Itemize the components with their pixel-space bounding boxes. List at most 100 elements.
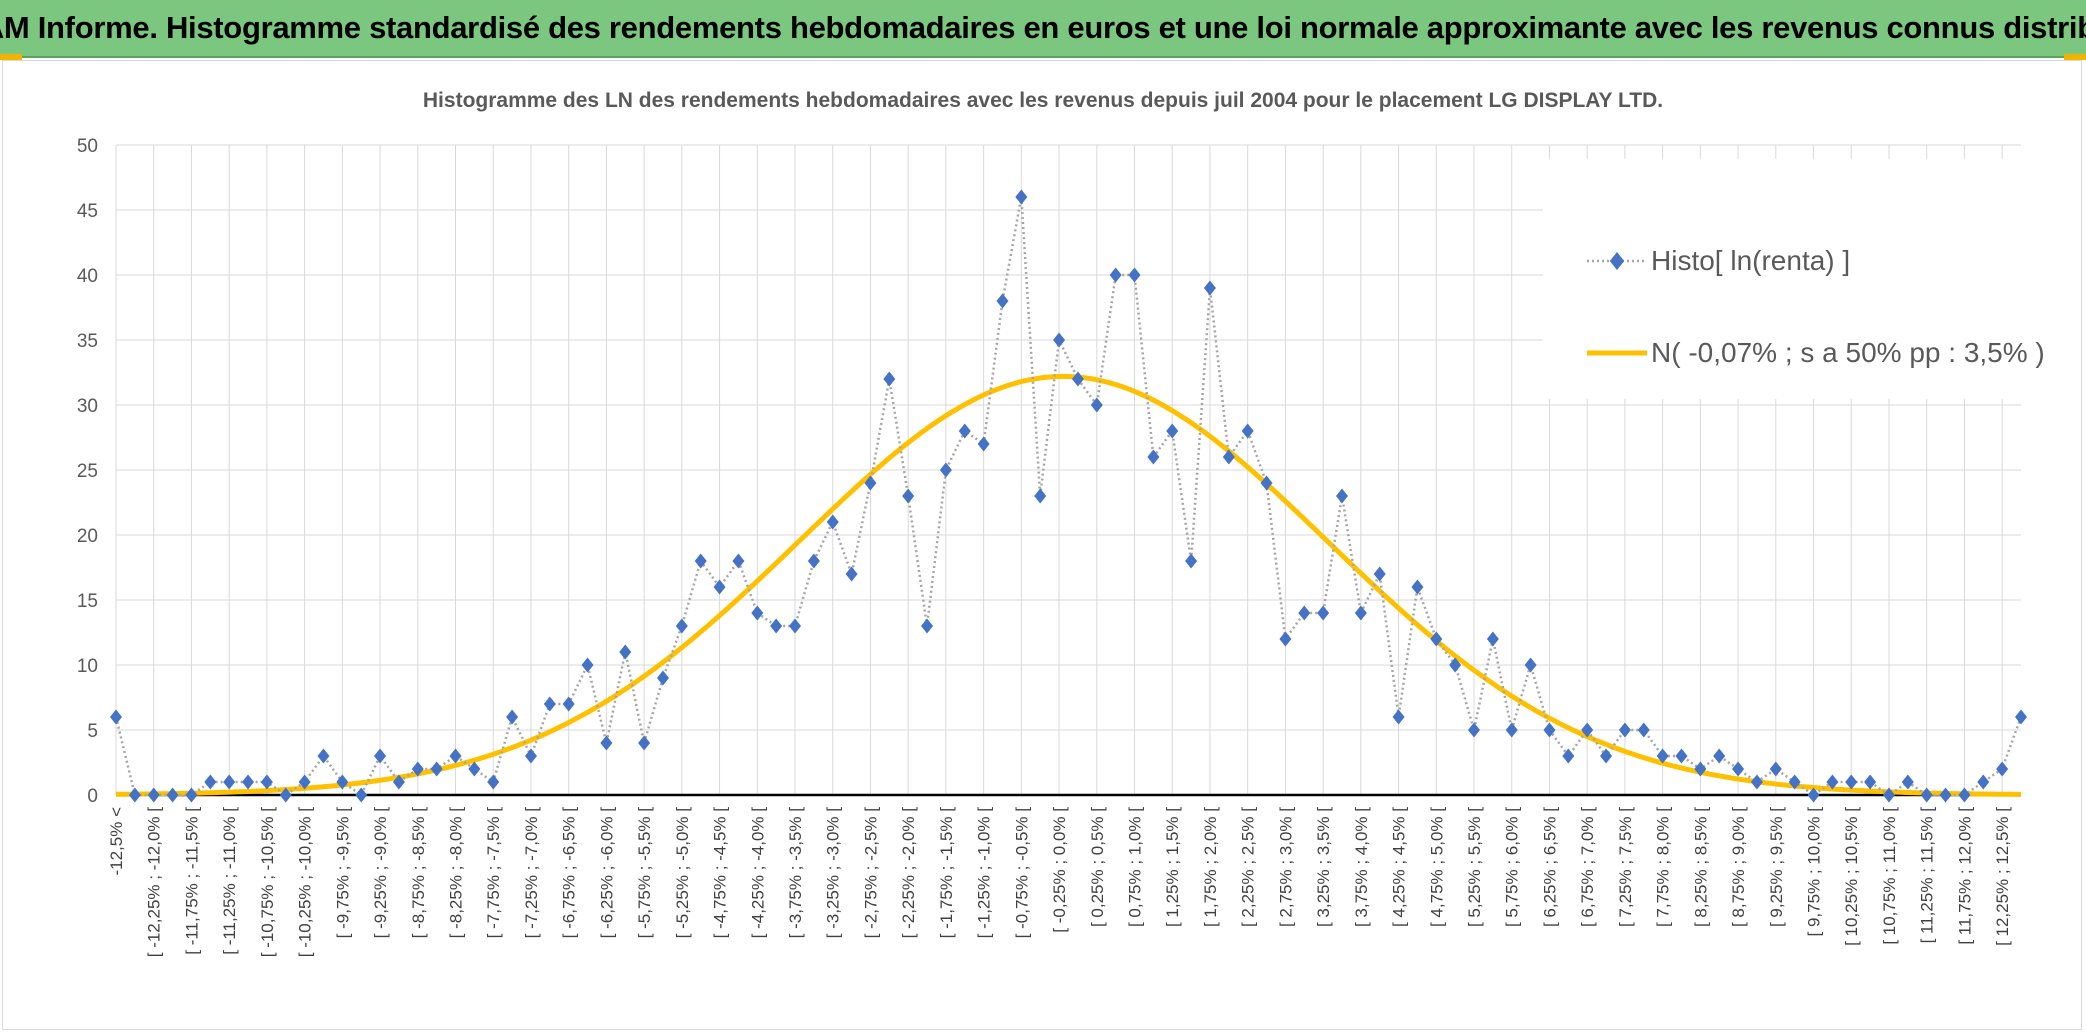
histogram-point [1411, 579, 1424, 595]
x-tick-label: [ 2,25% ; 2,5% [ [1239, 807, 1258, 927]
x-tick-label: [ 0,75% ; 1,0% [ [1126, 807, 1145, 927]
histogram-point [1468, 722, 1481, 738]
histogram-point [110, 709, 122, 725]
histogram-point [675, 618, 688, 634]
chart-title: Histogramme des LN des rendements hebdom… [423, 89, 1663, 112]
histogram-point [1053, 332, 1066, 348]
histogram-point [902, 488, 915, 504]
histogram-point [958, 423, 971, 439]
histogram-point [807, 553, 820, 569]
x-tick-label: [ 10,25% ; 10,5% [ [1842, 807, 1861, 946]
y-tick-label: 0 [87, 786, 98, 807]
histogram-point [1109, 267, 1122, 283]
x-tick-label: [ -10,75% ; -10,5% [ [258, 807, 277, 958]
histogram-point [1732, 761, 1745, 777]
x-tick-label: [ -1,75% ; -1,5% [ [937, 807, 956, 939]
histogram-point [1977, 774, 1990, 790]
histogram-point [581, 657, 594, 673]
histogram-point [977, 436, 990, 452]
x-tick-label: [ 5,75% ; 6,0% [ [1503, 807, 1522, 927]
x-tick-label: [ 9,25% ; 9,5% [ [1767, 807, 1786, 927]
histogram-point [1581, 722, 1594, 738]
normal-curve-line [116, 373, 2021, 797]
x-tick-label: [ 1,25% ; 1,5% [ [1163, 807, 1182, 927]
histogram-point [996, 293, 1009, 309]
legend-histogram-label: Histo[ ln(renta) ] [1651, 245, 1850, 276]
histogram-point [600, 735, 613, 751]
histogram-point [1015, 189, 1028, 205]
legend-normal-label: N( -0,07% ; s a 50% pp : 3,5% ) [1651, 337, 2045, 368]
histogram-point [770, 618, 783, 634]
histogram-point [204, 774, 217, 790]
x-tick-label: [ 0,25% ; 0,5% [ [1088, 807, 1107, 927]
x-tick-label: [ -2,25% ; -2,0% [ [899, 807, 918, 939]
histogram-point [298, 774, 311, 790]
histogram-point [1939, 787, 1952, 803]
x-tick-label: [ 1,75% ; 2,0% [ [1201, 807, 1220, 927]
histogram-point [656, 670, 669, 686]
histogram-point [468, 761, 481, 777]
x-tick-label: [ -5,75% ; -5,5% [ [635, 807, 654, 939]
x-tick-label: [ -7,25% ; -7,0% [ [522, 807, 541, 939]
histogram-point [1807, 787, 1820, 803]
x-tick-label: [ -9,25% ; -9,0% [ [371, 807, 390, 939]
x-tick-label: [ -11,75% ; -11,5% [ [182, 807, 201, 955]
histogram-point [921, 618, 934, 634]
histogram-point [543, 696, 556, 712]
histogram-point [411, 761, 424, 777]
report-header: ADAM Informe. Histogramme standardisé de… [0, 0, 2086, 58]
x-tick-label: [ 4,25% ; 4,5% [ [1390, 807, 1409, 927]
histogram-point [1354, 605, 1367, 621]
histogram-point [1845, 774, 1858, 790]
histogram-point [1071, 371, 1084, 387]
histogram-point [1185, 553, 1198, 569]
x-tick-label: [ 6,75% ; 7,0% [ [1578, 807, 1597, 927]
y-tick-label: 5 [87, 721, 98, 742]
histogram-point [1562, 748, 1575, 764]
histogram-point [1147, 449, 1160, 465]
x-tick-label: [ -1,25% ; -1,0% [ [975, 807, 994, 939]
histogram-point [1920, 787, 1933, 803]
histogram-point [1430, 631, 1443, 647]
histogram-point [487, 774, 500, 790]
x-tick-label: [ 4,75% ; 5,0% [ [1427, 807, 1446, 927]
x-tick-label: [ -11,25% ; -11,0% [ [220, 807, 239, 955]
histogram-point [223, 774, 236, 790]
x-tick-label: [ 12,25% ; 12,5% [ [1993, 807, 2012, 946]
histogram-point [430, 761, 443, 777]
histogram-point [789, 618, 802, 634]
y-tick-label: 10 [77, 656, 98, 677]
histogram-point [826, 514, 839, 530]
histogram-point [939, 462, 952, 478]
x-tick-label: [ 11,25% ; 11,5% [ [1918, 807, 1937, 944]
y-tick-label: 35 [77, 331, 98, 352]
histogram-point [1260, 475, 1273, 491]
x-tick-label: [ 6,25% ; 6,5% [ [1540, 807, 1559, 927]
histogram-point [1128, 267, 1141, 283]
histogram-point [1864, 774, 1877, 790]
histogram-point [1449, 657, 1462, 673]
y-tick-label: 45 [77, 201, 98, 222]
histogram-point [2015, 709, 2027, 725]
histogram-point [1826, 774, 1839, 790]
histogram-point [506, 709, 519, 725]
x-tick-label: [ -10,25% ; -10,0% [ [296, 807, 315, 958]
histogram-point [524, 748, 537, 764]
histogram-point [1656, 748, 1669, 764]
histogram-point [1788, 774, 1801, 790]
histogram-point [1637, 722, 1650, 738]
x-tick-label: [ -8,75% ; -8,5% [ [409, 807, 428, 939]
x-tick-label: [ -4,25% ; -4,0% [ [748, 807, 767, 939]
y-tick-label: 30 [77, 396, 98, 417]
histogram-point [1713, 748, 1726, 764]
histogram-point [1505, 722, 1518, 738]
histogram-point [317, 748, 330, 764]
histogram-point [845, 566, 858, 582]
histogram-point [374, 748, 387, 764]
histogram-point [1203, 280, 1216, 296]
histogram-point [1222, 449, 1235, 465]
x-tick-label: [ 7,25% ; 7,5% [ [1616, 807, 1635, 927]
histogram-point [279, 787, 292, 803]
histogram-point [128, 787, 141, 803]
legend-histogram-marker [1609, 252, 1625, 270]
